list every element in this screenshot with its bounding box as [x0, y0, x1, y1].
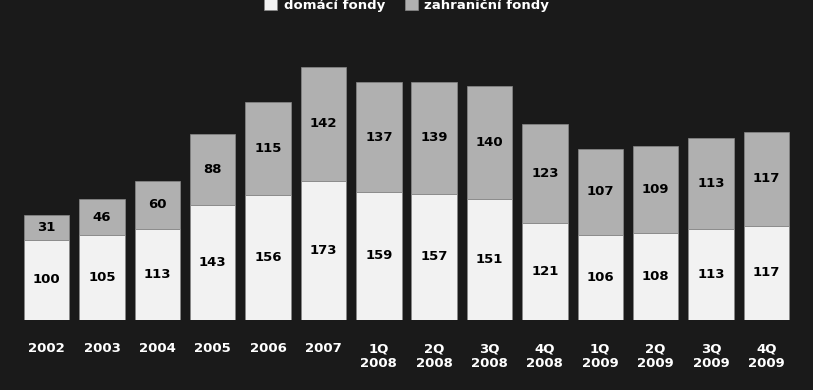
Bar — [577, 235, 623, 320]
Text: 121: 121 — [531, 265, 559, 278]
Bar — [135, 229, 180, 320]
Bar — [577, 149, 623, 235]
Bar — [744, 226, 789, 320]
Text: 123: 123 — [531, 167, 559, 180]
Bar — [522, 223, 567, 320]
Bar — [246, 102, 291, 195]
Text: 46: 46 — [93, 211, 111, 223]
Text: 1Q
2008: 1Q 2008 — [360, 342, 398, 370]
Text: 157: 157 — [420, 250, 448, 263]
Text: 173: 173 — [310, 244, 337, 257]
Bar — [467, 199, 512, 320]
Text: 156: 156 — [254, 251, 282, 264]
Text: 140: 140 — [476, 136, 503, 149]
Text: 142: 142 — [310, 117, 337, 130]
Text: 2007: 2007 — [305, 342, 341, 355]
Text: 106: 106 — [586, 271, 614, 284]
Bar — [301, 181, 346, 320]
Bar — [467, 86, 512, 199]
Text: 3Q
2008: 3Q 2008 — [471, 342, 508, 370]
Text: 2002: 2002 — [28, 342, 65, 355]
Text: 108: 108 — [641, 270, 669, 283]
Bar — [190, 205, 236, 320]
Text: 1Q
2009: 1Q 2009 — [582, 342, 619, 370]
Text: 2004: 2004 — [139, 342, 176, 355]
Text: 117: 117 — [753, 172, 780, 185]
Text: 113: 113 — [698, 268, 724, 281]
Text: 2005: 2005 — [194, 342, 231, 355]
Text: 2Q
2008: 2Q 2008 — [415, 342, 453, 370]
Text: 100: 100 — [33, 273, 60, 286]
Text: 151: 151 — [476, 253, 503, 266]
Bar — [356, 192, 402, 320]
Bar — [135, 181, 180, 229]
Text: 2Q
2009: 2Q 2009 — [637, 342, 674, 370]
Bar — [744, 132, 789, 226]
Text: 113: 113 — [144, 268, 172, 281]
Text: 4Q
2008: 4Q 2008 — [527, 342, 563, 370]
Bar — [80, 199, 124, 236]
Text: 107: 107 — [586, 185, 614, 198]
Text: 115: 115 — [254, 142, 282, 155]
Bar — [522, 124, 567, 223]
Bar — [633, 233, 678, 320]
Bar — [80, 236, 124, 320]
Text: 139: 139 — [420, 131, 448, 144]
Bar — [246, 195, 291, 320]
Bar — [24, 239, 69, 320]
Bar — [689, 138, 733, 229]
Text: 31: 31 — [37, 221, 56, 234]
Text: 105: 105 — [89, 271, 115, 284]
Legend: domácí fondy, zahraniční fondy: domácí fondy, zahraniční fondy — [259, 0, 554, 17]
Text: 113: 113 — [698, 177, 724, 190]
Bar — [411, 194, 457, 320]
Bar — [633, 145, 678, 233]
Text: 109: 109 — [641, 183, 669, 196]
Bar — [301, 67, 346, 181]
Text: 143: 143 — [199, 256, 227, 269]
Text: 2006: 2006 — [250, 342, 286, 355]
Text: 4Q
2009: 4Q 2009 — [748, 342, 785, 370]
Bar — [689, 229, 733, 320]
Text: 2003: 2003 — [84, 342, 120, 355]
Text: 159: 159 — [365, 250, 393, 262]
Text: 88: 88 — [203, 163, 222, 176]
Bar — [411, 82, 457, 194]
Text: 3Q
2009: 3Q 2009 — [693, 342, 729, 370]
Text: 137: 137 — [365, 131, 393, 144]
Bar — [24, 215, 69, 239]
Text: 60: 60 — [148, 199, 167, 211]
Bar — [190, 134, 236, 205]
Bar — [356, 82, 402, 192]
Text: 117: 117 — [753, 266, 780, 279]
